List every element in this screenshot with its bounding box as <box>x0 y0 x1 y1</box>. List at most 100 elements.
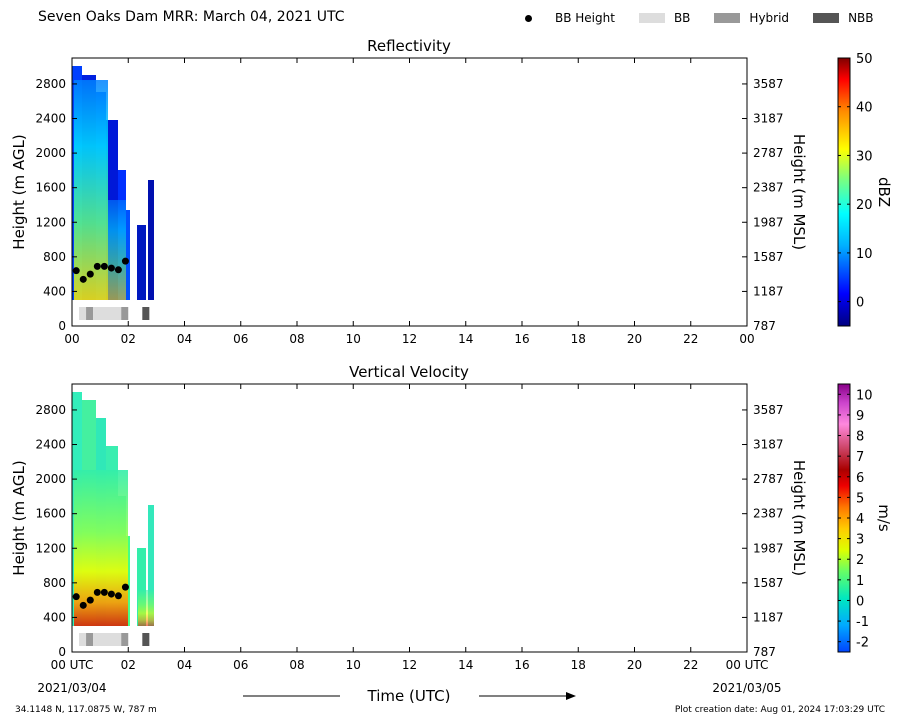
bb-height-point <box>93 262 101 270</box>
legend-item-nbb: NBB <box>813 11 874 25</box>
x-tick-label: 16 <box>514 332 529 346</box>
y-tick-label: 1600 <box>35 507 66 521</box>
y-tick-label-right: 3587 <box>753 77 784 91</box>
colorbar-tick-label: 10 <box>856 388 873 403</box>
y-tick-label-right: 1587 <box>753 576 784 590</box>
location-text: 34.1148 N, 117.0875 W, 787 m <box>15 705 157 715</box>
bb-height-point <box>107 264 115 272</box>
y-tick-label: 2000 <box>35 146 66 160</box>
y-tick-label: 0 <box>58 645 66 659</box>
echo-column <box>126 210 130 300</box>
y-tick-label-right: 1187 <box>753 610 784 624</box>
bb-height-point <box>93 588 101 596</box>
y-tick-label-right: 787 <box>753 645 776 659</box>
bb-type-segment <box>121 307 129 320</box>
x-tick-label: 18 <box>571 658 586 672</box>
echo-column <box>137 225 146 300</box>
colorbar-tick-label: 7 <box>856 450 864 465</box>
colorbar-tick-label: 50 <box>856 52 873 67</box>
y-tick-label: 1200 <box>35 215 66 229</box>
x-tick-label: 20 <box>627 332 642 346</box>
reflectivity-field <box>72 66 154 300</box>
legend-item-bb: BB <box>638 11 690 25</box>
y-axis-right: 787 1187 1587 1987 2387 2787 3187 3587 <box>742 403 784 659</box>
y-axis-label: Height (m AGL) <box>10 134 28 249</box>
y-axis-left: 0 400 800 1200 1600 2000 2400 2800 <box>35 403 77 659</box>
y-tick-label: 400 <box>43 610 66 624</box>
x-tick-label: 10 <box>346 332 361 346</box>
colorbar-tick-label: -2 <box>856 636 869 651</box>
x-tick-label: 12 <box>402 658 417 672</box>
bb-height-points <box>72 583 129 609</box>
bb-type-bar <box>79 307 150 320</box>
colorbar-tick-label: 40 <box>856 101 873 116</box>
echo-column <box>148 505 154 626</box>
x-tick-label: 02 <box>121 332 136 346</box>
colorbar-label: dBZ <box>875 177 893 207</box>
x-tick-label: 08 <box>289 332 304 346</box>
x-tick-label: 02 <box>121 658 136 672</box>
x-tick-label: 16 <box>514 658 529 672</box>
x-tick-label: 14 <box>458 332 473 346</box>
bb-height-point <box>86 596 94 604</box>
y-tick-label: 0 <box>58 319 66 333</box>
y-tick-label-right: 1187 <box>753 284 784 298</box>
echo-column <box>148 180 154 300</box>
nbb-swatch-icon <box>813 13 840 23</box>
x-tick-label: 18 <box>571 332 586 346</box>
hybrid-swatch-icon <box>714 13 741 23</box>
velocity-field <box>72 392 154 626</box>
x-tick-label: 20 <box>627 658 642 672</box>
x-axis-label: Time (UTC) <box>367 687 451 705</box>
bb-height-point <box>72 593 80 601</box>
y-tick-label: 1600 <box>35 181 66 195</box>
colorbar-label: m/s <box>875 504 893 532</box>
y-tick-label: 2400 <box>35 438 66 452</box>
bb-height-point <box>100 262 108 270</box>
y-tick-label-right: 2787 <box>753 472 784 486</box>
bb-height-point <box>121 257 129 265</box>
colorbar-ticks: 0 10 20 30 40 50 <box>838 52 873 311</box>
colorbar-tick-label: 8 <box>856 430 864 445</box>
bb-height-point <box>114 592 122 600</box>
bb-type-segment <box>142 633 150 646</box>
y-tick-label-right: 787 <box>753 319 776 333</box>
bb-type-segment <box>121 633 129 646</box>
bb-type-segment <box>79 307 87 320</box>
y-tick-label: 2000 <box>35 472 66 486</box>
y-tick-label-right: 2787 <box>753 146 784 160</box>
bb-height-point <box>79 275 87 283</box>
bb-swatch-icon <box>638 13 665 23</box>
x-axis: 00 02 04 06 08 10 12 14 16 18 20 22 00 <box>64 58 755 346</box>
panel-title: Reflectivity <box>367 37 451 55</box>
colorbar-dbz <box>837 57 851 327</box>
x-tick-label: 00 <box>739 332 754 346</box>
y-tick-label-right: 2387 <box>753 507 784 521</box>
x-tick-label: 04 <box>177 332 192 346</box>
colorbar-tick-label: 9 <box>856 409 864 424</box>
x-tick-label: 08 <box>289 658 304 672</box>
y-tick-label: 800 <box>43 250 66 264</box>
colorbar-tick-label: 2 <box>856 553 864 568</box>
y-tick-label: 1200 <box>35 541 66 555</box>
y-tick-label-right: 3187 <box>753 438 784 452</box>
y-axis-label: Height (m AGL) <box>10 460 28 575</box>
echo-core <box>108 200 126 300</box>
y-tick-label: 2800 <box>35 77 66 91</box>
bb-height-point <box>107 590 115 598</box>
x-tick-label: 06 <box>233 332 248 346</box>
y-tick-label-right: 1987 <box>753 215 784 229</box>
bb-height-point <box>86 270 94 278</box>
y-axis-label-right: Height (m MSL) <box>790 460 808 576</box>
x-tick-label: 10 <box>346 658 361 672</box>
y-axis-left: 0 400 800 1200 1600 2000 2400 2800 <box>35 77 77 333</box>
legend-item-bb-height: BB Height <box>520 11 615 25</box>
y-tick-label-right: 3587 <box>753 403 784 417</box>
x-tick-label: 22 <box>683 658 698 672</box>
bb-type-bar <box>79 633 150 646</box>
bb-type-segment <box>93 633 122 646</box>
plot-area <box>72 58 747 326</box>
bb-type-segment <box>142 307 150 320</box>
x-axis: 00 UTC 02 04 06 08 10 12 14 16 18 20 22 00 UTC <box>51 384 768 672</box>
